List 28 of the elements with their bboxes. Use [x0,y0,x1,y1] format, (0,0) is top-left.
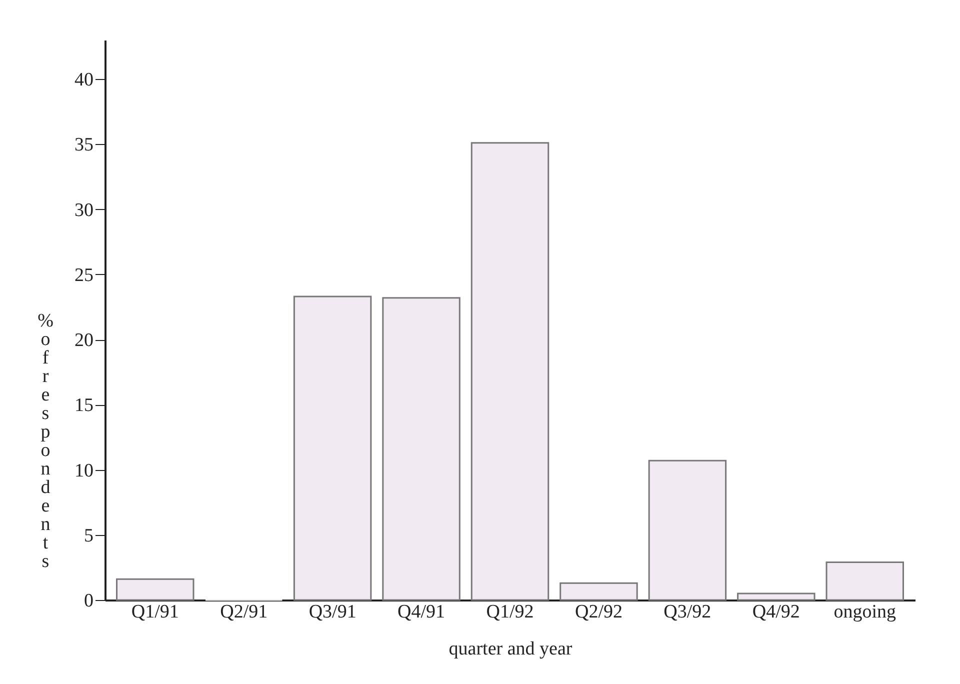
x-tick-label: Q1/91 [131,602,179,622]
x-tick-label: Q4/91 [398,602,446,622]
bar [470,142,550,601]
bar [560,582,638,601]
y-tick-label: 20 [74,330,94,352]
y-tick-label: 10 [74,460,94,482]
x-tick-label: Q4/92 [752,602,800,622]
x-tick-label: Q2/92 [574,602,622,622]
x-tick-label: Q1/92 [486,602,534,622]
y-tick-label: 35 [74,134,94,156]
x-tick-label: Q3/92 [664,602,712,622]
text: % of respondents [38,310,54,572]
x-tick-label: Q2/91 [220,602,268,622]
bar [293,296,372,601]
bar [826,561,904,601]
bar [737,592,816,601]
y-tick-label: 0 [84,590,94,612]
y-tick-label: 40 [74,70,94,91]
bar [648,460,727,601]
y-tick-label: 5 [84,525,94,546]
x-tick-label: ongoing [834,602,897,622]
y-tick-label: 25 [74,264,94,286]
y-tick-label: 15 [74,395,94,416]
y-tick-label: 30 [74,200,94,221]
x-tick-label: Q3/91 [308,602,356,622]
bar [382,297,460,601]
bar [116,578,194,601]
x-axis-title: quarter and year [448,638,573,660]
